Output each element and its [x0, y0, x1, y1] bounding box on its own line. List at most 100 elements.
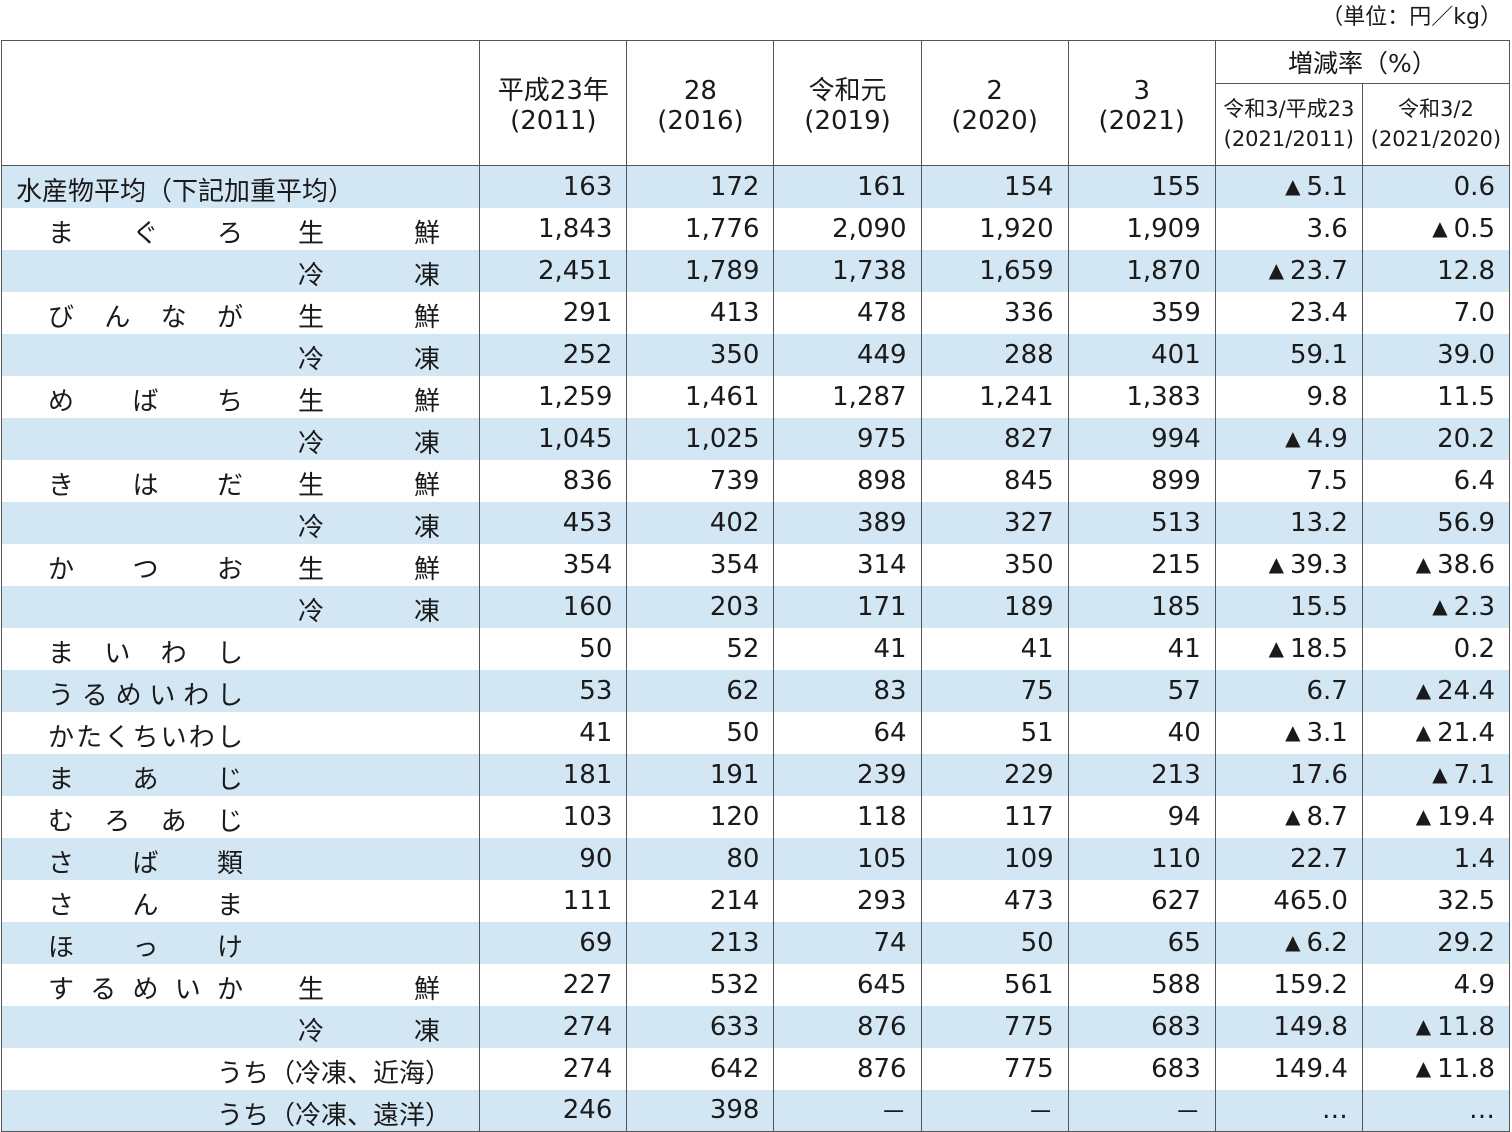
- rate-value: 0.6: [1453, 171, 1495, 202]
- header-year-2020: 2 (2020): [921, 40, 1069, 166]
- rate-value: …: [1469, 1095, 1495, 1126]
- rate-value: 149.4: [1273, 1053, 1348, 1084]
- rate-value: 23.4: [1289, 297, 1348, 328]
- row-label: むろあじ: [0, 795, 481, 838]
- species-name: むろあじ: [48, 806, 243, 837]
- value-cell: 62: [626, 669, 775, 712]
- rate-value: 1.4: [1453, 843, 1495, 874]
- value-cell: 1,920: [921, 207, 1069, 250]
- value-cell: 111: [479, 879, 628, 922]
- rate-value: 56.9: [1437, 507, 1495, 538]
- value-cell: 1,045: [479, 417, 628, 460]
- value-cell: 1,909: [1068, 207, 1216, 250]
- rate-value: 11.5: [1437, 381, 1495, 412]
- rate-value: 2.3: [1432, 592, 1495, 622]
- product-type: 生鮮: [298, 302, 440, 333]
- rate-cell: 19.4: [1362, 795, 1511, 838]
- rate-value: 11.8: [1416, 1054, 1495, 1084]
- value-cell: 1,287: [773, 375, 922, 418]
- rate-value: 5.1: [1285, 172, 1348, 202]
- value-cell: 252: [479, 333, 628, 376]
- row-label: 冷凍: [0, 417, 481, 460]
- value-cell: 109: [921, 837, 1069, 880]
- rate-value: 15.5: [1289, 591, 1348, 622]
- rate-cell: 18.5: [1215, 627, 1363, 670]
- row-label: まいわし: [0, 627, 481, 670]
- value-cell: 1,843: [479, 207, 628, 250]
- value-cell: 110: [1068, 837, 1216, 880]
- value-cell: 876: [773, 1047, 922, 1090]
- species-name: うるめいわし: [48, 680, 243, 711]
- value-cell: 215: [1068, 543, 1216, 586]
- value-cell: 401: [1068, 333, 1216, 376]
- value-cell: 775: [921, 1005, 1069, 1048]
- rate-value: 11.8: [1416, 1012, 1495, 1042]
- value-cell: 74: [773, 921, 922, 964]
- product-type: 生鮮: [298, 554, 440, 585]
- rate-value: 6.4: [1453, 465, 1495, 496]
- value-cell: 291: [479, 291, 628, 334]
- species-name: かつお: [48, 554, 243, 585]
- value-cell: 50: [479, 627, 628, 670]
- value-cell: 739: [626, 459, 775, 502]
- rate-cell: 23.4: [1215, 291, 1363, 334]
- value-cell: 246: [479, 1089, 628, 1132]
- value-cell: 40: [1068, 711, 1216, 754]
- row-label: びんなが 生鮮: [0, 291, 481, 334]
- value-cell: －: [1068, 1089, 1216, 1132]
- value-cell: 117: [921, 795, 1069, 838]
- rate-cell: 13.2: [1215, 501, 1363, 544]
- rate-value: 21.4: [1416, 718, 1495, 748]
- value-cell: 413: [626, 291, 775, 334]
- rate-cell: 0.2: [1362, 627, 1511, 670]
- row-label: まあじ: [0, 753, 481, 796]
- value-cell: 120: [626, 795, 775, 838]
- average-label: 水産物平均（下記加重平均）: [16, 177, 355, 207]
- value-cell: 83: [773, 669, 922, 712]
- species-name: まあじ: [48, 764, 243, 795]
- rate-cell: 159.2: [1215, 963, 1363, 1006]
- row-label: きはだ 生鮮: [0, 459, 481, 502]
- species-name: かたくちいわし: [48, 722, 243, 753]
- rate-cell: 11.8: [1362, 1005, 1511, 1048]
- value-cell: 94: [1068, 795, 1216, 838]
- value-cell: 1,776: [626, 207, 775, 250]
- rate-cell: 149.4: [1215, 1047, 1363, 1090]
- rate-value: 9.8: [1306, 381, 1348, 412]
- row-label: するめいか 生鮮: [0, 963, 481, 1006]
- rate-cell: 6.2: [1215, 921, 1363, 964]
- rate-cell: 11.5: [1362, 375, 1511, 418]
- value-cell: 2,451: [479, 249, 628, 292]
- rate-cell: 11.8: [1362, 1047, 1511, 1090]
- table-row: さば類 90 80 105 109 110 22.7 1.4: [0, 837, 1511, 880]
- value-cell: 1,659: [921, 249, 1069, 292]
- product-type: 生鮮: [298, 386, 440, 417]
- value-cell: 227: [479, 963, 628, 1006]
- value-cell: 350: [921, 543, 1069, 586]
- rate-cell: 32.5: [1362, 879, 1511, 922]
- rate-cell: 38.6: [1362, 543, 1511, 586]
- species-name: めばち: [48, 386, 243, 417]
- value-cell: 1,738: [773, 249, 922, 292]
- value-cell: 645: [773, 963, 922, 1006]
- value-cell: 642: [626, 1047, 775, 1090]
- value-cell: 1,461: [626, 375, 775, 418]
- row-label: ほっけ: [0, 921, 481, 964]
- value-cell: 994: [1068, 417, 1216, 460]
- value-cell: 274: [479, 1005, 628, 1048]
- rate-value: 20.2: [1437, 423, 1495, 454]
- rate-cell: 5.1: [1215, 165, 1363, 208]
- table-row: 冷凍 252 350 449 288 401 59.1 39.0: [0, 333, 1511, 376]
- table-row: するめいか 生鮮 227 532 645 561 588 159.2 4.9: [0, 963, 1511, 1006]
- row-label: まぐろ 生鮮: [0, 207, 481, 250]
- value-cell: 191: [626, 753, 775, 796]
- row-label: うるめいわし: [0, 669, 481, 712]
- value-cell: 389: [773, 501, 922, 544]
- rate-value: 39.3: [1269, 550, 1348, 580]
- value-cell: 160: [479, 585, 628, 628]
- value-cell: 274: [479, 1047, 628, 1090]
- value-cell: 336: [921, 291, 1069, 334]
